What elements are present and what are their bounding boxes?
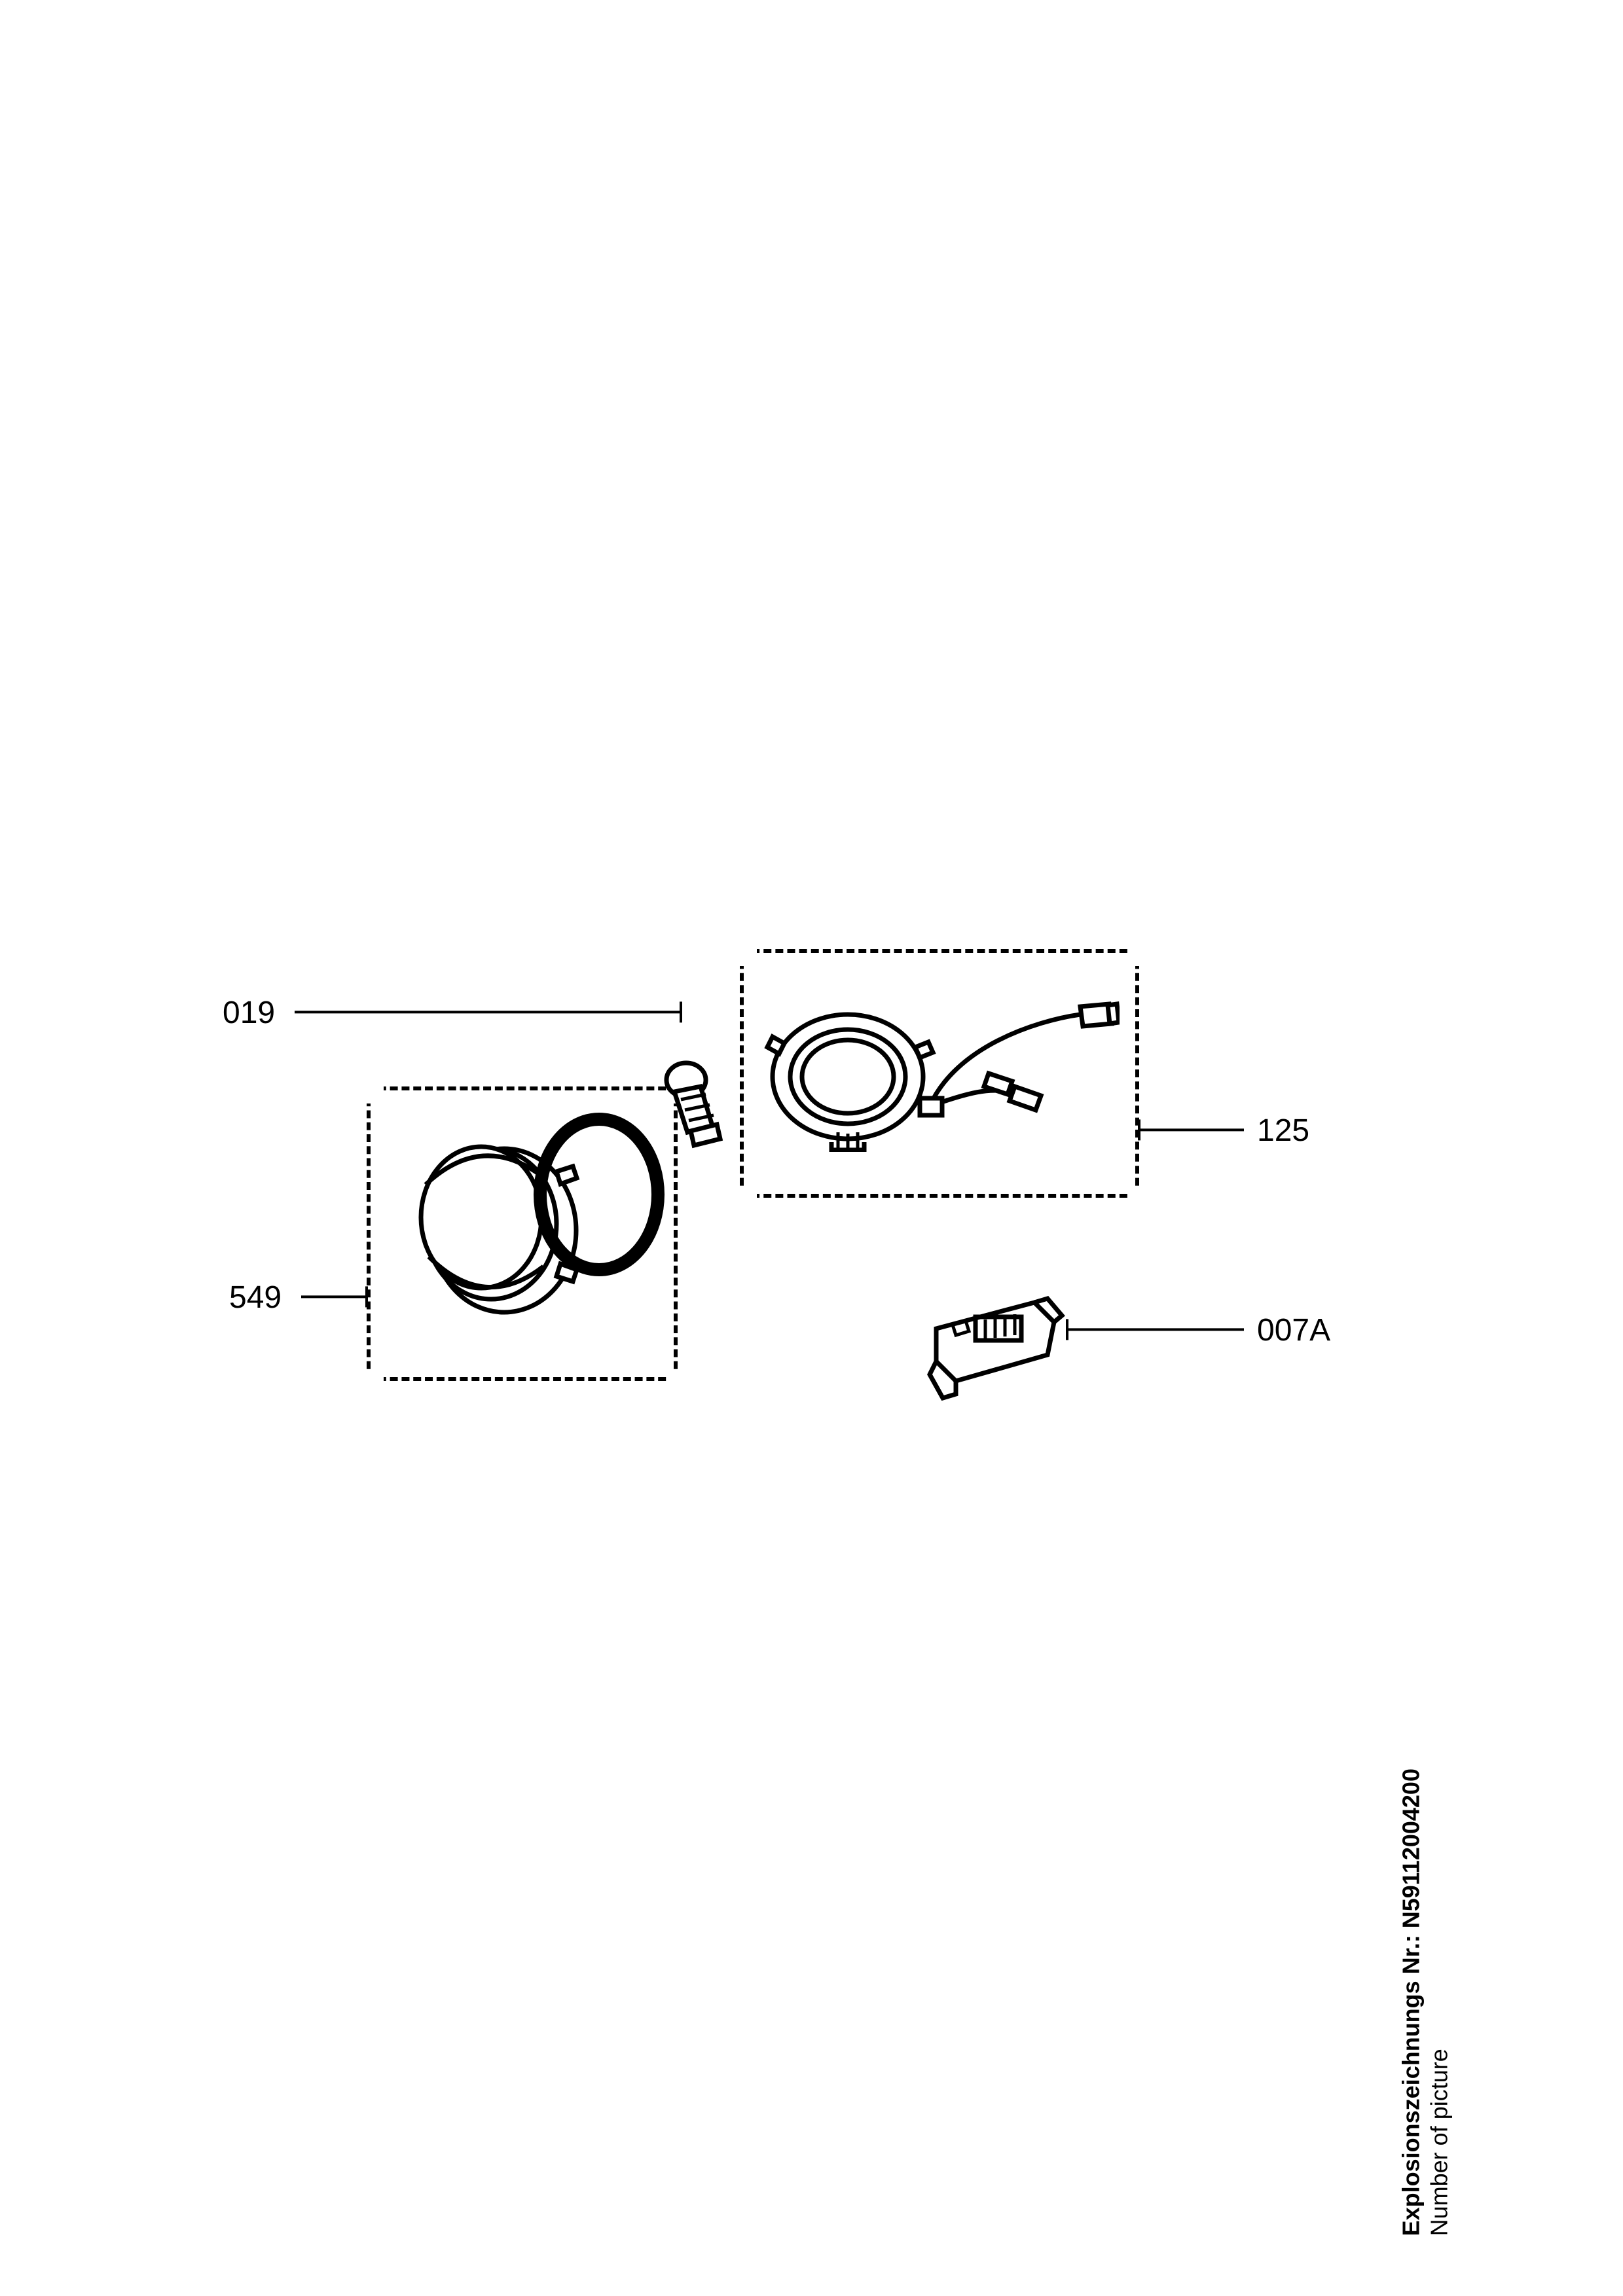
part-door-lock bbox=[917, 1283, 1067, 1401]
part-gasket-ring bbox=[530, 1113, 668, 1276]
drawing-number-footer: Explosionszeichnungs Nr.: N59112004200 N… bbox=[1397, 1768, 1453, 2236]
drawing-number-label: Explosionszeichnungs Nr.: bbox=[1398, 1935, 1425, 2236]
part-wiring-harness bbox=[917, 995, 1120, 1139]
callout-125: 125 bbox=[1257, 1113, 1309, 1149]
callout-007A: 007A bbox=[1257, 1312, 1330, 1348]
callout-549: 549 bbox=[229, 1280, 282, 1316]
part-lamp-socket-ring bbox=[759, 1001, 943, 1152]
callout-019: 019 bbox=[223, 995, 275, 1031]
drawing-number-value: N59112004200 bbox=[1398, 1768, 1425, 1928]
drawing-number-sublabel: Number of picture bbox=[1426, 2049, 1453, 2236]
page: 019 549 125 007A Explosionszeichnungs Nr.: … bbox=[0, 0, 1623, 2296]
